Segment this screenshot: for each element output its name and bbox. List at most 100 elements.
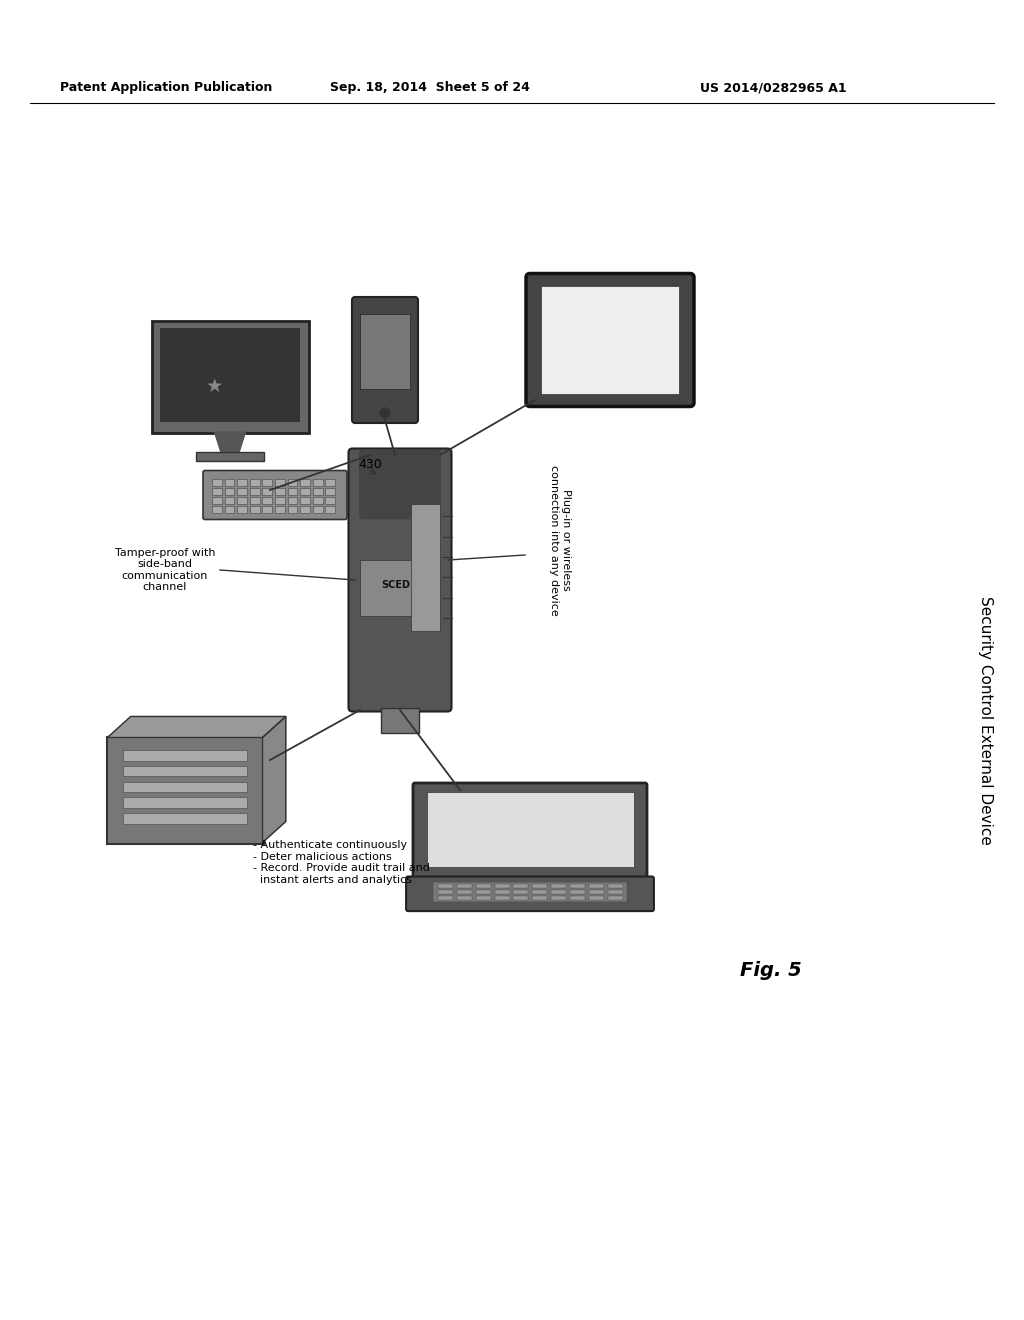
Bar	[495, 883, 510, 888]
Bar	[589, 890, 604, 894]
FancyBboxPatch shape	[407, 876, 654, 911]
Bar	[551, 890, 566, 894]
Bar	[513, 890, 528, 894]
Text: Plug-in or wireless
connection into any device: Plug-in or wireless connection into any …	[549, 465, 570, 615]
Bar	[224, 479, 234, 486]
Bar	[238, 507, 247, 512]
Bar	[300, 479, 310, 486]
Bar	[476, 895, 490, 900]
Text: Sep. 18, 2014  Sheet 5 of 24: Sep. 18, 2014 Sheet 5 of 24	[330, 82, 530, 95]
Polygon shape	[108, 717, 286, 738]
Bar	[607, 883, 623, 888]
FancyBboxPatch shape	[526, 273, 694, 407]
Bar	[275, 479, 285, 486]
Bar	[275, 488, 285, 495]
Bar	[457, 895, 472, 900]
Polygon shape	[214, 432, 246, 451]
Bar	[224, 498, 234, 503]
Bar	[589, 883, 604, 888]
Bar	[589, 895, 604, 900]
Bar	[312, 488, 323, 495]
Bar	[495, 890, 510, 894]
Bar	[438, 883, 453, 888]
Circle shape	[380, 408, 390, 417]
Bar	[262, 507, 272, 512]
FancyBboxPatch shape	[106, 737, 263, 843]
Bar	[359, 314, 411, 389]
Bar	[238, 488, 247, 495]
Bar	[250, 479, 260, 486]
Bar	[275, 498, 285, 503]
Bar	[196, 451, 264, 461]
Bar	[457, 890, 472, 894]
Bar	[212, 498, 222, 503]
Bar	[288, 479, 297, 486]
Bar	[427, 792, 634, 867]
Text: US 2014/0282965 A1: US 2014/0282965 A1	[700, 82, 847, 95]
FancyBboxPatch shape	[203, 470, 347, 520]
Bar	[433, 882, 627, 903]
Bar	[300, 507, 310, 512]
Text: Patent Application Publication: Patent Application Publication	[60, 82, 272, 95]
Text: 430: 430	[358, 458, 382, 471]
Bar	[288, 498, 297, 503]
Bar	[476, 890, 490, 894]
Polygon shape	[262, 717, 286, 842]
Text: - Authenticate continuously
- Deter malicious actions
- Record. Provide audit tr: - Authenticate continuously - Deter mali…	[253, 840, 430, 884]
Text: SCED: SCED	[381, 579, 410, 590]
Bar	[160, 327, 300, 421]
FancyBboxPatch shape	[352, 297, 418, 422]
Bar	[326, 498, 335, 503]
Bar	[532, 890, 547, 894]
Bar	[300, 498, 310, 503]
Text: Tamper-proof with
side-band
communication
channel: Tamper-proof with side-band communicatio…	[115, 548, 215, 593]
Bar	[326, 507, 335, 512]
FancyBboxPatch shape	[348, 449, 452, 711]
FancyBboxPatch shape	[359, 450, 441, 519]
Bar	[312, 498, 323, 503]
Bar	[238, 479, 247, 486]
Bar	[123, 781, 247, 792]
Bar	[250, 498, 260, 503]
Bar	[542, 286, 679, 393]
Bar	[532, 895, 547, 900]
Bar	[551, 895, 566, 900]
Bar	[288, 488, 297, 495]
Bar	[312, 507, 323, 512]
Bar	[607, 890, 623, 894]
Bar	[438, 890, 453, 894]
Bar	[262, 498, 272, 503]
Bar	[275, 507, 285, 512]
Bar	[212, 488, 222, 495]
Bar	[262, 479, 272, 486]
Bar	[326, 479, 335, 486]
Bar	[570, 890, 585, 894]
Bar	[570, 883, 585, 888]
Text: Security Control External Device: Security Control External Device	[978, 595, 992, 845]
Bar	[238, 498, 247, 503]
Bar	[262, 488, 272, 495]
Bar	[457, 883, 472, 888]
Text: ★: ★	[206, 378, 223, 396]
Bar	[513, 883, 528, 888]
Bar	[570, 895, 585, 900]
Bar	[513, 895, 528, 900]
Bar	[224, 488, 234, 495]
Bar	[532, 883, 547, 888]
Bar	[212, 507, 222, 512]
Bar	[250, 507, 260, 512]
Bar	[224, 507, 234, 512]
Bar	[288, 507, 297, 512]
FancyBboxPatch shape	[152, 321, 308, 433]
Bar	[551, 883, 566, 888]
Bar	[381, 708, 419, 733]
Bar	[495, 895, 510, 900]
Bar	[438, 895, 453, 900]
Text: Fig. 5: Fig. 5	[740, 961, 802, 979]
Bar	[123, 813, 247, 824]
Bar	[250, 488, 260, 495]
Bar	[300, 488, 310, 495]
Bar	[360, 560, 440, 615]
Bar	[123, 766, 247, 776]
FancyBboxPatch shape	[413, 783, 647, 880]
